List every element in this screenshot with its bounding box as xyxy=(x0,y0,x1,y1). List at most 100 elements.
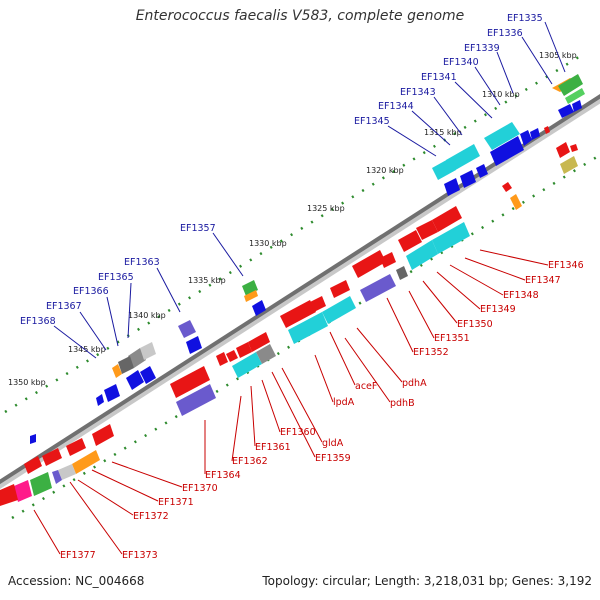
gene-ef1366[interactable] xyxy=(118,356,134,374)
gene-ef1359[interactable] xyxy=(256,344,276,364)
gene-red-r6[interactable] xyxy=(310,296,326,312)
gene-label-ef1365[interactable]: EF1365 xyxy=(98,272,134,283)
gene-ef1349[interactable] xyxy=(432,222,470,254)
gene-label-ef1361[interactable]: EF1361 xyxy=(255,442,291,453)
gene-label-glda[interactable]: gldA xyxy=(322,438,344,449)
gene-label-ef1357[interactable]: EF1357 xyxy=(180,223,216,234)
gene-label-ef1352[interactable]: EF1352 xyxy=(413,347,449,358)
gene-label-ef1360[interactable]: EF1360 xyxy=(280,427,316,438)
gene-red-r10[interactable] xyxy=(42,448,62,466)
gene-label-ef1347[interactable]: EF1347 xyxy=(525,275,561,286)
gene-ef1372[interactable] xyxy=(30,472,52,496)
gene-ef1350[interactable] xyxy=(406,240,438,270)
gene-label-pdha[interactable]: pdhA xyxy=(402,378,427,389)
gene-ef1368[interactable] xyxy=(104,384,120,402)
gene-label-ef1366[interactable]: EF1366 xyxy=(73,286,109,297)
gene-label-ef1336[interactable]: EF1336 xyxy=(487,28,523,39)
gene-label-ef1340[interactable]: EF1340 xyxy=(443,57,479,68)
gene-red-r11[interactable] xyxy=(24,456,42,474)
gene-label-ef1345[interactable]: EF1345 xyxy=(354,116,390,127)
gene-label-ef1343[interactable]: EF1343 xyxy=(400,87,436,98)
gene-ef1365-b[interactable] xyxy=(140,342,156,360)
gene-label-ef1364[interactable]: EF1364 xyxy=(205,470,241,481)
gene-ef1336[interactable] xyxy=(558,74,583,96)
gene-ef1370[interactable] xyxy=(72,450,100,474)
gene-ef1343[interactable] xyxy=(446,144,480,172)
gene-label-ef1363[interactable]: EF1363 xyxy=(124,257,160,268)
gene-lpda[interactable] xyxy=(280,300,316,328)
gene-label-ef1348[interactable]: EF1348 xyxy=(503,290,539,301)
gene-red-r2[interactable] xyxy=(570,144,578,152)
gene-ef1365[interactable] xyxy=(128,348,146,368)
gene-label-ef1367[interactable]: EF1367 xyxy=(46,301,82,312)
gene-ef1360[interactable] xyxy=(248,332,270,352)
gene-ef1362[interactable] xyxy=(226,350,238,362)
gene-blue-8[interactable] xyxy=(476,164,488,178)
gene-blue-9[interactable] xyxy=(252,300,266,316)
gene-ef1336-b[interactable] xyxy=(565,88,585,104)
gene-red-r5[interactable] xyxy=(330,280,350,298)
gene-red-f1[interactable] xyxy=(544,126,550,134)
gene-blue-3[interactable] xyxy=(490,136,524,166)
gene-label-ef1349[interactable]: EF1349 xyxy=(480,304,516,315)
gene-blue-2[interactable] xyxy=(572,100,582,112)
gene-ef1364-b[interactable] xyxy=(176,384,216,416)
gene-ef1363[interactable] xyxy=(178,320,196,338)
gene-pdhb[interactable] xyxy=(322,296,356,324)
gene-ef1344[interactable] xyxy=(432,158,456,180)
gene-red-r7[interactable] xyxy=(216,352,228,366)
gene-label-ef1344[interactable]: EF1344 xyxy=(378,101,414,112)
gene-ef1351[interactable] xyxy=(396,266,408,280)
gene-ef1339[interactable] xyxy=(484,122,520,150)
gene-ef1352[interactable] xyxy=(352,250,386,278)
gene-red-r4[interactable] xyxy=(380,252,396,268)
gene-label-ef1362[interactable]: EF1362 xyxy=(232,456,268,467)
gene-acef[interactable] xyxy=(288,312,328,344)
gene-label-ef1359[interactable]: EF1359 xyxy=(315,453,351,464)
gene-blue-14[interactable] xyxy=(30,434,36,444)
gene-label-ef1341[interactable]: EF1341 xyxy=(421,72,457,83)
gene-orange-r1[interactable] xyxy=(510,194,522,210)
gene-blue-7[interactable] xyxy=(460,170,476,188)
gene-blue-10[interactable] xyxy=(186,336,202,354)
gene-label-ef1372[interactable]: EF1372 xyxy=(133,511,169,522)
gene-blue-13[interactable] xyxy=(96,394,104,406)
gene-label-ef1350[interactable]: EF1350 xyxy=(457,319,493,330)
gene-ef1371[interactable] xyxy=(52,470,62,484)
gene-pdha[interactable] xyxy=(360,274,396,302)
gene-ef1373[interactable] xyxy=(14,480,32,502)
gene-blue-4[interactable] xyxy=(520,130,532,146)
gene-red-r8[interactable] xyxy=(92,424,114,446)
gene-ef1370-b[interactable] xyxy=(58,464,76,480)
gene-label-ef1373[interactable]: EF1373 xyxy=(122,550,158,561)
gene-glda[interactable] xyxy=(232,352,262,378)
gene-olive-1[interactable] xyxy=(560,156,578,174)
gene-blue-1[interactable] xyxy=(558,104,574,118)
gene-label-ef1346[interactable]: EF1346 xyxy=(548,260,584,271)
gene-label-pdhb[interactable]: pdhB xyxy=(390,398,415,409)
gene-ef1348[interactable] xyxy=(398,230,422,252)
gene-ef1357-b[interactable] xyxy=(244,290,258,302)
gene-ef1361[interactable] xyxy=(236,342,252,358)
gene-ef1346[interactable] xyxy=(432,206,462,232)
gene-ef1377[interactable] xyxy=(0,484,18,506)
gene-ef1364[interactable] xyxy=(170,366,210,398)
gene-label-ef1377[interactable]: EF1377 xyxy=(60,550,96,561)
gene-label-lpda[interactable]: lpdA xyxy=(333,397,355,408)
gene-red-r1[interactable] xyxy=(556,142,570,158)
gene-label-ef1371[interactable]: EF1371 xyxy=(158,497,194,508)
gene-ef1367[interactable] xyxy=(112,364,122,378)
gene-label-acef[interactable]: aceF xyxy=(355,381,377,392)
gene-label-ef1335[interactable]: EF1335 xyxy=(507,13,543,24)
gene-label-ef1351[interactable]: EF1351 xyxy=(434,333,470,344)
gene-blue-6[interactable] xyxy=(444,178,460,196)
gene-label-ef1370[interactable]: EF1370 xyxy=(182,483,218,494)
gene-label-ef1339[interactable]: EF1339 xyxy=(464,43,500,54)
gene-ef1347[interactable] xyxy=(416,220,438,240)
gene-red-r3[interactable] xyxy=(502,182,512,192)
gene-blue-11[interactable] xyxy=(126,370,144,390)
gene-label-ef1368[interactable]: EF1368 xyxy=(20,316,56,327)
gene-red-r9[interactable] xyxy=(66,438,86,456)
gene-blue-5[interactable] xyxy=(530,128,540,140)
gene-blue-12[interactable] xyxy=(140,366,156,384)
